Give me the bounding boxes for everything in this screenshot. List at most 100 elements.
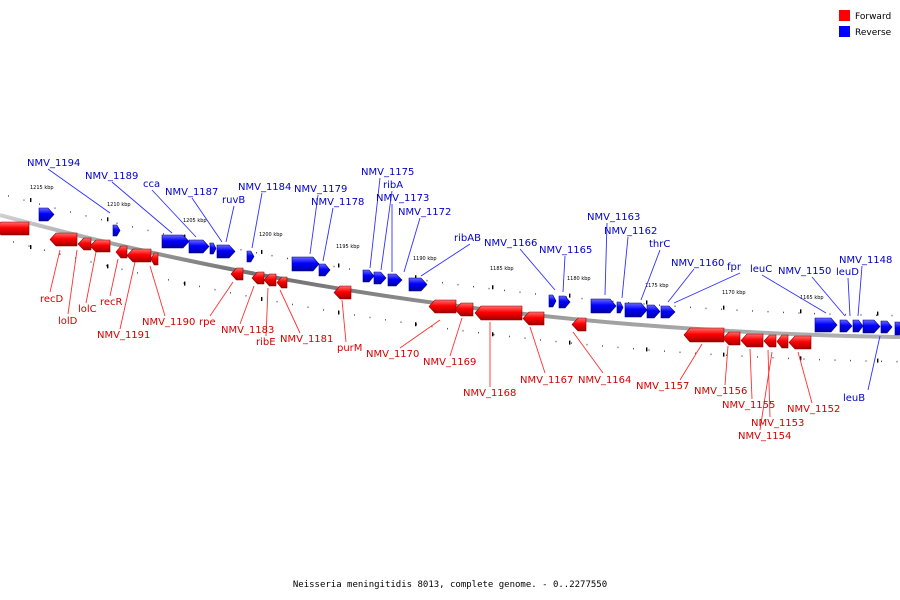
gene-label-reverse[interactable]: NMV_1178 — [311, 197, 364, 208]
gene-label-forward[interactable]: NMV_1156 — [694, 386, 747, 397]
gene-label-forward[interactable]: NMV_1183 — [221, 325, 274, 336]
scale-tick — [772, 356, 774, 359]
reverse-gene-arrow — [624, 302, 648, 318]
gene-label-forward[interactable]: NMV_1170 — [366, 349, 419, 360]
gene-label-forward[interactable]: rpe — [199, 317, 216, 328]
gene-label-forward[interactable]: NMV_1157 — [636, 381, 689, 392]
scale-tick — [783, 311, 784, 314]
gene-label-forward[interactable]: NMV_1190 — [142, 317, 195, 328]
major-tick — [569, 340, 571, 345]
gene-label-reverse[interactable]: NMV_1163 — [587, 212, 640, 223]
gene-label-forward[interactable]: recD — [40, 294, 64, 305]
forward-gene-arrow — [49, 232, 78, 247]
gene-label-forward[interactable]: NMV_1167 — [520, 375, 573, 386]
scale-tick — [633, 347, 634, 350]
gene-label-forward[interactable]: NMV_1191 — [97, 330, 150, 341]
genome-caption: Neisseria meningitidis 8013, complete ge… — [293, 580, 607, 590]
forward-gene-arrow — [276, 276, 288, 289]
scale-tick — [819, 358, 820, 361]
gene-label-reverse[interactable]: NMV_1148 — [839, 255, 892, 266]
reverse-leader-line — [667, 268, 695, 303]
scale-tick — [829, 313, 831, 315]
gene-label-forward[interactable]: NMV_1164 — [578, 375, 631, 386]
gene-label-reverse[interactable]: ribAB — [454, 233, 481, 244]
reverse-gene-arrow — [112, 224, 121, 237]
reverse-gene-labels: NMV_1194 NMV_1189 cca NMV_1187 ruvB NMV_… — [27, 158, 892, 404]
scale-tick-label: 1215 kbp — [30, 185, 54, 191]
forward-leader-line — [767, 349, 771, 418]
gene-label-reverse[interactable]: leuC — [750, 264, 772, 275]
forward-leader-line — [67, 249, 78, 315]
gene-label-forward[interactable]: lolD — [58, 316, 78, 327]
gene-label-forward[interactable]: NMV_1181 — [280, 334, 333, 345]
legend-label-reverse: Reverse — [855, 28, 892, 38]
gene-label-forward[interactable]: NMV_1153 — [751, 418, 804, 429]
scale-tick — [659, 304, 660, 306]
gene-label-reverse[interactable]: NMV_1160 — [671, 258, 724, 269]
reverse-gene-arrow — [558, 295, 571, 309]
gene-label-reverse[interactable]: leuB — [843, 393, 865, 404]
gene-label-reverse[interactable]: ribA — [383, 180, 403, 191]
gene-label-reverse[interactable]: NMV_1187 — [165, 187, 218, 198]
reverse-gene-arrow — [188, 239, 210, 254]
scale-tick-label: 1165 kbp — [800, 295, 824, 301]
scale-tick — [504, 289, 505, 292]
gene-label-forward[interactable]: NMV_1168 — [463, 388, 516, 399]
forward-gene-arrow — [740, 333, 764, 348]
scale-tick — [850, 359, 851, 362]
gene-label-forward[interactable]: NMV_1155 — [722, 400, 775, 411]
forward-gene-arrow — [776, 334, 789, 349]
gene-label-reverse[interactable]: NMV_1162 — [604, 226, 657, 237]
scale-tick — [540, 339, 541, 341]
gene-label-reverse[interactable]: NMV_1172 — [398, 207, 451, 218]
legend-label-forward: Forward — [855, 12, 891, 22]
gene-label-reverse[interactable]: cca — [143, 179, 160, 190]
major-tick — [800, 309, 802, 314]
gene-label-forward[interactable]: recR — [100, 297, 123, 308]
scale-tick — [752, 310, 753, 312]
reverse-leader-line — [867, 335, 881, 391]
scale-tick — [101, 218, 102, 221]
major-tick — [492, 332, 494, 337]
gene-label-reverse[interactable]: NMV_1166 — [484, 238, 537, 249]
gene-label-reverse[interactable]: fpr — [727, 262, 742, 273]
gene-label-reverse[interactable]: NMV_1194 — [27, 158, 80, 169]
scale-tick — [85, 215, 87, 217]
forward-leader-line — [572, 331, 604, 374]
gene-label-reverse[interactable]: leuD — [836, 267, 859, 278]
gene-label-forward[interactable]: purM — [337, 343, 362, 354]
gene-label-reverse[interactable]: NMV_1150 — [778, 266, 831, 277]
gene-label-forward[interactable]: NMV_1152 — [787, 404, 840, 415]
gene-label-reverse[interactable]: NMV_1165 — [539, 245, 592, 256]
scale-tick — [509, 335, 510, 338]
gene-label-reverse[interactable]: NMV_1179 — [294, 184, 347, 195]
reverse-leader-line — [380, 190, 393, 271]
scale-tick — [271, 254, 273, 257]
gene-label-reverse[interactable]: thrC — [649, 239, 670, 250]
reverse-gene-arrow — [362, 269, 375, 283]
reverse-leader-line — [369, 177, 381, 269]
reverse-leader-line — [847, 277, 851, 317]
scale-tick — [710, 353, 712, 356]
gene-label-reverse[interactable]: ruvB — [222, 195, 245, 206]
gene-label-forward[interactable]: NMV_1169 — [423, 357, 476, 368]
legend: Forward Reverse — [839, 10, 892, 38]
scale-tick — [834, 359, 836, 361]
reverse-gene-arrow — [318, 263, 331, 277]
major-tick — [492, 285, 494, 290]
gene-label-reverse[interactable]: NMV_1173 — [376, 193, 429, 204]
reverse-leader-line — [811, 276, 846, 317]
gene-label-reverse[interactable]: NMV_1184 — [238, 182, 291, 193]
scale-tick-label: 1195 kbp — [336, 244, 360, 250]
gene-label-forward[interactable]: ribE — [256, 337, 276, 348]
reverse-gene-arrow — [814, 317, 838, 333]
major-tick — [107, 264, 109, 269]
reverse-leader-line — [225, 205, 235, 243]
gene-label-reverse[interactable]: NMV_1175 — [361, 167, 414, 178]
scale-tick — [690, 306, 691, 309]
gene-label-forward[interactable]: NMV_1154 — [738, 431, 791, 442]
major-tick — [646, 300, 648, 305]
gene-label-forward[interactable]: lolC — [78, 304, 97, 315]
gene-label-reverse[interactable]: NMV_1189 — [85, 171, 138, 182]
forward-gene-arrow — [571, 317, 587, 332]
